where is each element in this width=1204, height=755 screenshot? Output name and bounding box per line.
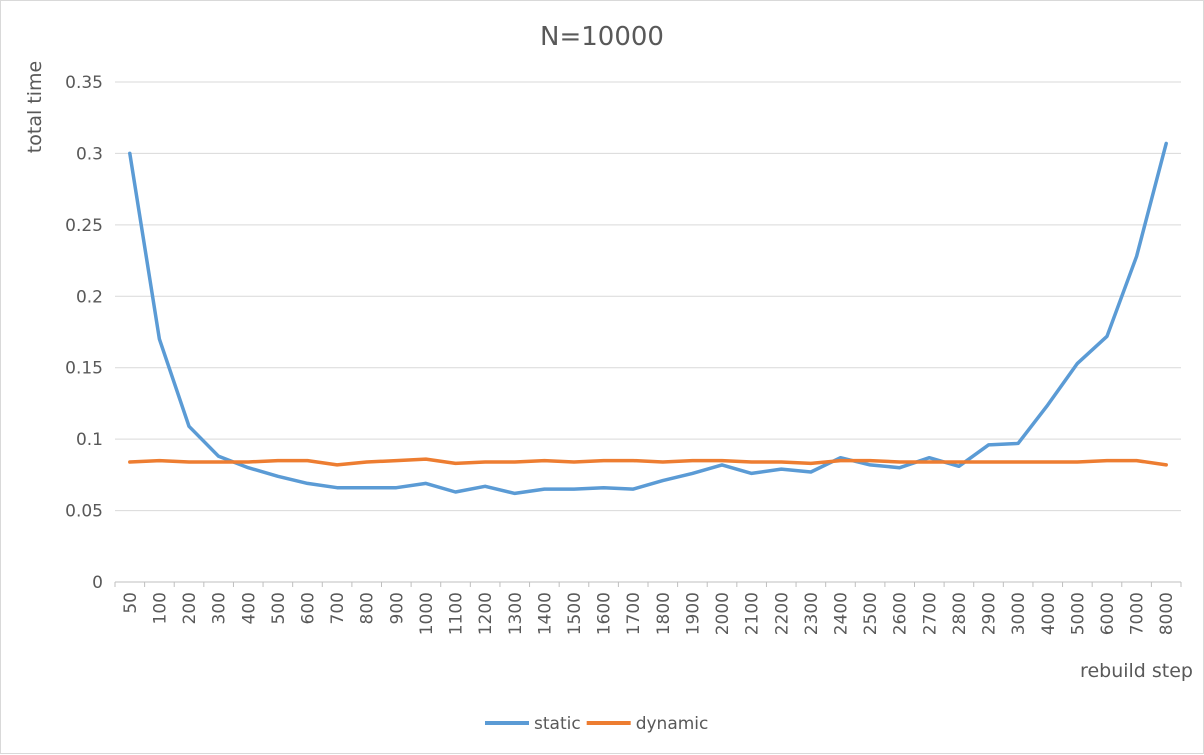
x-tick-label: 2300	[802, 592, 822, 635]
x-tick-label: 8000	[1157, 592, 1177, 635]
x-tick-label: 500	[269, 592, 289, 624]
y-tick-label: 0.15	[65, 359, 103, 379]
gridlines	[115, 81, 1181, 583]
x-tick-label: 700	[328, 592, 348, 624]
x-tick-label: 1400	[535, 592, 555, 635]
x-tick-label: 800	[358, 592, 378, 624]
legend-label-static: static	[534, 714, 581, 734]
x-tick-label: 6000	[1098, 592, 1118, 635]
y-tick-label: 0	[92, 573, 103, 593]
x-tick-label: 3000	[1009, 592, 1029, 635]
y-axis-title: total time	[24, 61, 46, 153]
x-tick-label: 2500	[861, 592, 881, 635]
x-tick-label: 1100	[447, 592, 467, 635]
y-tick-label: 0.05	[65, 502, 103, 522]
legend: static dynamic	[485, 714, 708, 734]
x-tick-label: 2000	[713, 592, 733, 635]
x-tick-label: 7000	[1128, 592, 1148, 635]
x-tick-label: 1200	[476, 592, 496, 635]
x-tick-label: 1900	[683, 592, 703, 635]
x-tick-label: 4000	[1039, 592, 1059, 635]
y-tick-label: 0.2	[76, 287, 103, 307]
chart-title: N=10000	[540, 22, 664, 52]
y-axis-ticks: 0 0.05 0.1 0.15 0.2 0.25 0.3 0.35	[65, 73, 103, 593]
x-tick-label: 1600	[595, 592, 615, 635]
x-tick-label: 2800	[950, 592, 970, 635]
x-axis-ticks: 50 100 200 300 400 500 600 700 800 900 1000 1100 120…	[114, 582, 1182, 635]
x-tick-label: 100	[150, 592, 170, 624]
x-tick-label: 300	[210, 592, 230, 624]
x-tick-label: 2900	[980, 592, 1000, 635]
x-tick-label: 2100	[743, 592, 763, 635]
series-lines	[128, 141, 1168, 496]
y-tick-label: 0.25	[65, 216, 103, 236]
y-tick-label: 0.35	[65, 73, 103, 93]
x-tick-label: 600	[298, 592, 318, 624]
series-line-static	[128, 141, 1168, 496]
legend-label-dynamic: dynamic	[636, 714, 709, 734]
x-tick-label: 2600	[891, 592, 911, 635]
x-tick-label: 2200	[772, 592, 792, 635]
x-tick-label: 1700	[624, 592, 644, 635]
x-tick-label: 1500	[565, 592, 585, 635]
x-tick-label: 900	[387, 592, 407, 624]
y-tick-label: 0.1	[76, 430, 103, 450]
x-tick-label: 1000	[417, 592, 437, 635]
x-tick-label: 400	[239, 592, 259, 624]
x-tick-label: 50	[121, 592, 141, 614]
y-tick-label: 0.3	[76, 144, 103, 164]
x-tick-label: 1300	[506, 592, 526, 635]
x-tick-label: 5000	[1068, 592, 1088, 635]
series-line-dynamic	[128, 457, 1168, 467]
x-tick-label: 2700	[920, 592, 940, 635]
x-tick-label: 200	[180, 592, 200, 624]
x-tick-label: 1800	[654, 592, 674, 635]
x-tick-label: 2400	[831, 592, 851, 635]
x-axis-title: rebuild step	[1080, 660, 1193, 682]
